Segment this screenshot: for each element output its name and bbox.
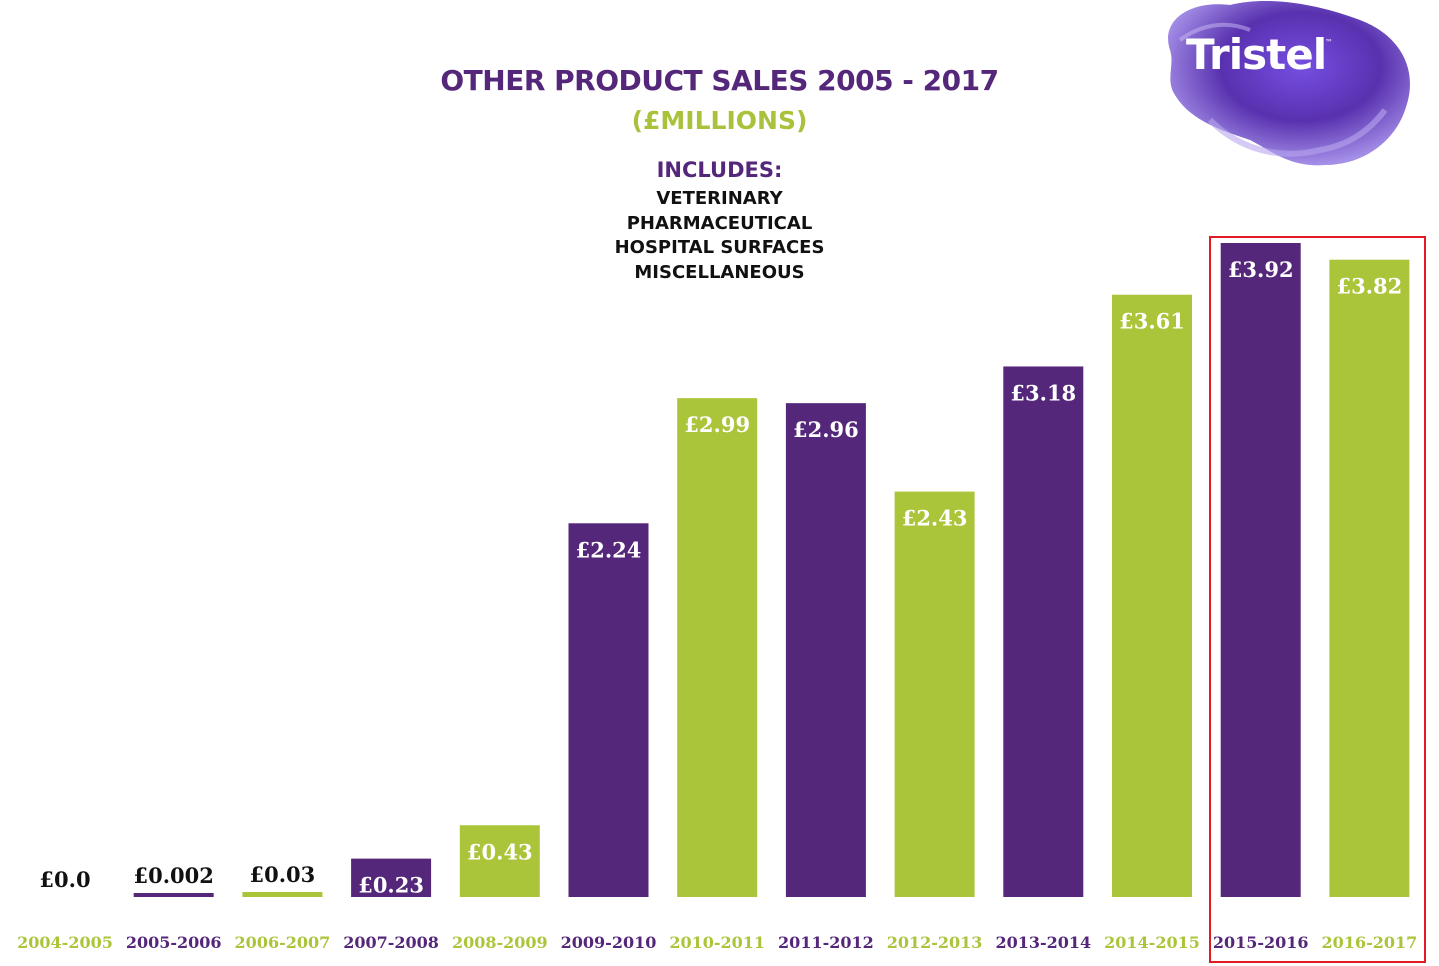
bar-2012-2013 — [894, 491, 975, 897]
category-label: 2015-2016 — [1213, 933, 1309, 952]
chart-subtitle: (£MILLIONS) — [631, 106, 808, 135]
bar-value-label: £3.18 — [1010, 380, 1076, 405]
category-label: 2007-2008 — [343, 933, 439, 952]
includes-item: MISCELLANEOUS — [634, 261, 805, 283]
category-label: 2014-2015 — [1104, 933, 1200, 952]
logo-text: Tristel — [1186, 30, 1327, 79]
category-label: 2008-2009 — [452, 933, 548, 952]
bar-2014-2015 — [1112, 294, 1192, 898]
category-label: 2016-2017 — [1322, 933, 1418, 952]
category-label: 2005-2006 — [126, 933, 222, 952]
bar-value-label: £3.92 — [1228, 257, 1294, 282]
bar-value-label: £0.43 — [467, 839, 533, 864]
category-label: 2011-2012 — [778, 933, 874, 952]
includes-heading: INCLUDES: — [656, 158, 783, 182]
bar-value-label: £0.03 — [250, 862, 316, 887]
category-label: 2013-2014 — [995, 933, 1091, 952]
bar-2007-2008 — [351, 858, 432, 897]
chart-title: OTHER PRODUCT SALES 2005 - 2017 — [440, 64, 999, 97]
category-label: 2006-2007 — [235, 933, 331, 952]
bar-value-label: £3.82 — [1337, 274, 1403, 299]
bar-2005-2006 — [133, 893, 214, 897]
bar-2008-2009 — [459, 825, 540, 897]
category-label: 2012-2013 — [887, 933, 983, 952]
bar-value-label: £2.96 — [793, 417, 859, 442]
category-label: 2010-2011 — [669, 933, 765, 952]
bar-2016-2017 — [1329, 259, 1410, 897]
highlight-box — [1209, 236, 1426, 963]
bar-2009-2010 — [568, 523, 649, 897]
bar-value-label: £2.43 — [902, 506, 968, 531]
logo-trademark: ™ — [1325, 38, 1333, 47]
bar-2006-2007 — [242, 891, 323, 897]
bar-2011-2012 — [785, 403, 866, 897]
bar-value-label: £0.0 — [39, 867, 90, 892]
includes-item: HOSPITAL SURFACES — [614, 237, 825, 258]
bar-value-label: £2.24 — [576, 537, 642, 562]
bar-value-label: £0.002 — [134, 863, 214, 888]
bar-2013-2014 — [1003, 366, 1084, 897]
includes-item: VETERINARY — [656, 188, 783, 209]
bar-value-label: £3.61 — [1119, 309, 1185, 334]
tristel-logo-ink-splash — [1168, 0, 1410, 166]
includes-item: PHARMACEUTICAL — [626, 212, 813, 234]
bar-value-label: £2.99 — [684, 412, 750, 437]
bar-2010-2011 — [677, 398, 758, 897]
category-label: 2009-2010 — [561, 933, 657, 952]
bar-2015-2016 — [1220, 243, 1301, 897]
includes-list: VETERINARY PHARMACEUTICAL HOSPITAL SURFA… — [0, 187, 1439, 285]
bar-value-label: £0.23 — [358, 873, 424, 898]
category-label: 2004-2005 — [17, 933, 113, 952]
